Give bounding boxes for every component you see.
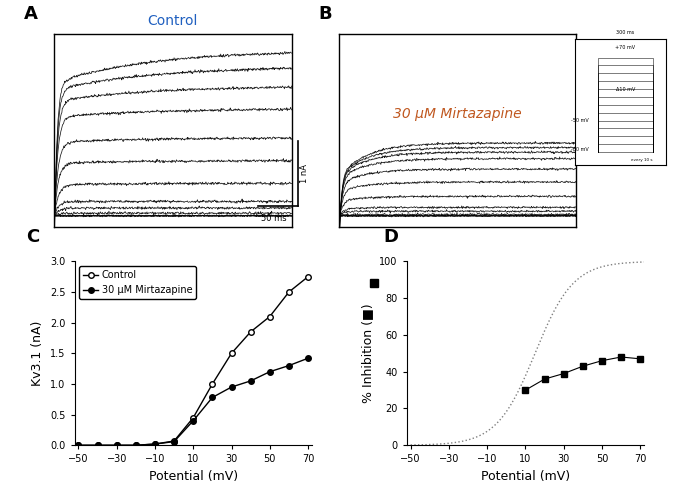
Control xyxy=(285,289,293,295)
30 μM Mirtazapine xyxy=(266,369,274,375)
X-axis label: Potential (mV): Potential (mV) xyxy=(148,470,238,483)
Y-axis label: % Inhibition (■): % Inhibition (■) xyxy=(361,303,374,403)
30 μM Mirtazapine xyxy=(94,442,102,448)
Control xyxy=(304,274,312,280)
30 μM Mirtazapine xyxy=(189,418,197,424)
Control xyxy=(94,442,102,448)
Text: D: D xyxy=(383,228,398,246)
Text: 50 ms: 50 ms xyxy=(260,214,286,223)
30 μM Mirtazapine xyxy=(285,363,293,368)
Text: B: B xyxy=(319,5,332,23)
Control xyxy=(227,350,235,356)
30 μM Mirtazapine xyxy=(208,394,216,400)
30 μM Mirtazapine xyxy=(170,439,178,444)
30 μM Mirtazapine xyxy=(151,441,159,447)
Line: 30 μM Mirtazapine: 30 μM Mirtazapine xyxy=(76,355,311,448)
Text: A: A xyxy=(24,5,37,23)
30 μM Mirtazapine xyxy=(113,442,121,448)
Text: +70 mV: +70 mV xyxy=(615,45,635,50)
Control xyxy=(132,442,140,448)
30 μM Mirtazapine xyxy=(304,355,312,361)
30 μM Mirtazapine xyxy=(247,378,255,384)
Control xyxy=(75,442,83,448)
Control xyxy=(170,438,178,444)
Line: Control: Control xyxy=(76,274,311,448)
30 μM Mirtazapine xyxy=(75,442,83,448)
Y-axis label: Kv3.1 (nA): Kv3.1 (nA) xyxy=(31,320,45,386)
Text: -80 mV: -80 mV xyxy=(571,147,589,152)
30 μM Mirtazapine xyxy=(132,442,140,448)
Text: Δ10 mV: Δ10 mV xyxy=(616,87,635,91)
X-axis label: Potential (mV): Potential (mV) xyxy=(481,470,570,483)
Control xyxy=(113,442,121,448)
Text: -50 mV: -50 mV xyxy=(571,118,589,123)
Text: 1 nA: 1 nA xyxy=(300,164,309,183)
Text: C: C xyxy=(26,228,39,246)
Legend: Control, 30 μM Mirtazapine: Control, 30 μM Mirtazapine xyxy=(79,266,197,299)
Control xyxy=(266,314,274,319)
Text: Control: Control xyxy=(148,14,198,28)
Text: every 10 s: every 10 s xyxy=(631,158,653,162)
Control xyxy=(151,441,159,447)
Control xyxy=(208,381,216,387)
Control xyxy=(189,415,197,421)
Text: 30 μM Mirtazapine: 30 μM Mirtazapine xyxy=(393,107,522,121)
30 μM Mirtazapine xyxy=(227,384,235,390)
Control xyxy=(247,329,255,335)
Text: 300 ms: 300 ms xyxy=(616,30,635,35)
